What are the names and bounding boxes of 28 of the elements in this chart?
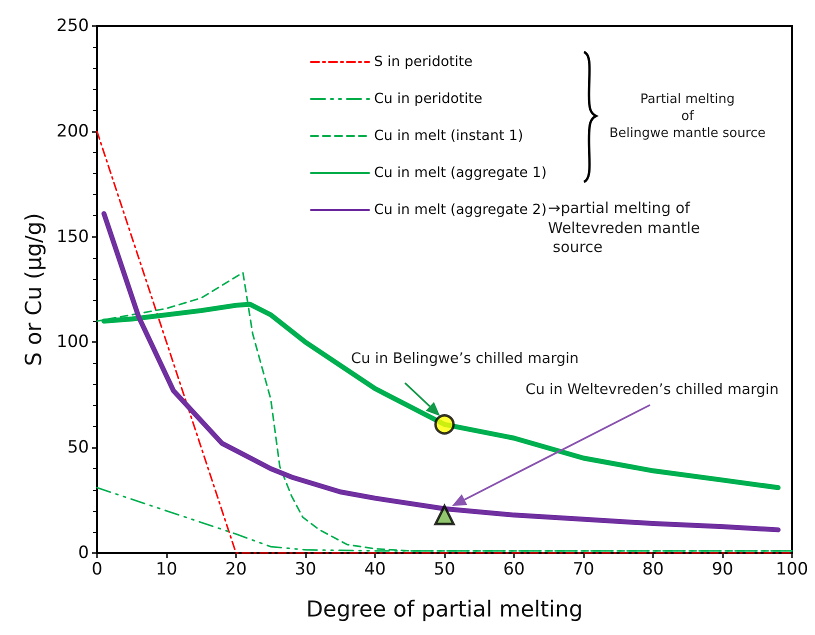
annotation: Cu in Belingwe’s chilled margin bbox=[351, 350, 579, 368]
y-tick-label: 250 bbox=[56, 16, 89, 36]
x-tick-label: 70 bbox=[572, 560, 594, 580]
legend-label: S in peridotite bbox=[374, 54, 473, 70]
annotation: →partial melting of Weltevreden mantle source bbox=[548, 199, 702, 258]
y-tick-label: 200 bbox=[56, 121, 89, 142]
legend-label: Cu in melt (aggregate 2) bbox=[374, 202, 547, 218]
annotation: Cu in Weltevreden’s chilled margin bbox=[526, 380, 779, 400]
x-tick-label: 50 bbox=[434, 560, 456, 580]
x-tick-label: 60 bbox=[503, 560, 525, 580]
y-tick-label: 50 bbox=[67, 438, 89, 458]
x-tick-label: 20 bbox=[225, 560, 247, 580]
y-tick-label: 100 bbox=[56, 332, 89, 352]
x-tick-label: 0 bbox=[92, 560, 102, 580]
legend-label: Cu in melt (instant 1) bbox=[374, 128, 524, 144]
y-tick-label: 0 bbox=[78, 543, 89, 563]
x-tick-label: 30 bbox=[294, 560, 316, 580]
x-tick-label: 10 bbox=[156, 560, 178, 580]
y-axis-title: S or Cu (µg/g) bbox=[22, 212, 48, 366]
legend-label: Cu in peridotite bbox=[374, 91, 482, 107]
x-axis-title: Degree of partial melting bbox=[306, 598, 583, 622]
x-tick-label: 90 bbox=[712, 560, 734, 580]
annotation: Partial melting of Belingwe mantle source bbox=[608, 92, 767, 143]
x-tick-label: 100 bbox=[776, 560, 808, 580]
x-tick-label: 80 bbox=[642, 560, 664, 580]
y-tick-label: 150 bbox=[56, 226, 89, 247]
x-tick-label: 40 bbox=[364, 560, 386, 580]
legend-label: Cu in melt (aggregate 1) bbox=[374, 165, 547, 181]
